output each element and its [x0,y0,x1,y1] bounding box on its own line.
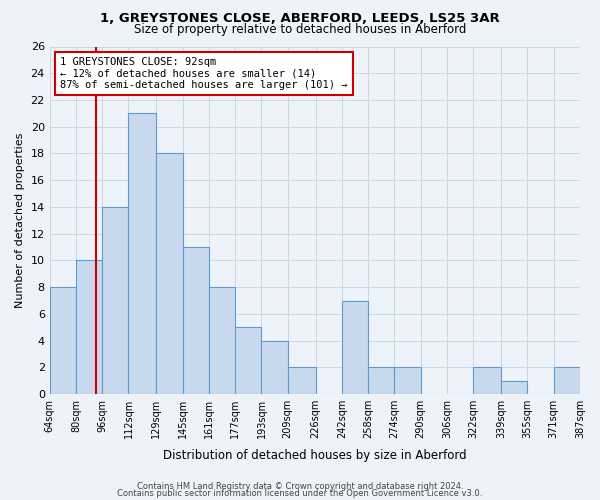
Bar [368,368,394,394]
Bar [50,287,76,394]
Bar [288,368,316,394]
Text: 1 GREYSTONES CLOSE: 92sqm
← 12% of detached houses are smaller (14)
87% of semi-: 1 GREYSTONES CLOSE: 92sqm ← 12% of detac… [60,57,348,90]
Bar [76,260,102,394]
Bar [157,154,182,394]
Bar [262,340,288,394]
Bar [209,287,235,394]
Y-axis label: Number of detached properties: Number of detached properties [15,132,25,308]
Bar [235,328,262,394]
Text: 1, GREYSTONES CLOSE, ABERFORD, LEEDS, LS25 3AR: 1, GREYSTONES CLOSE, ABERFORD, LEEDS, LS… [100,12,500,26]
Text: Contains public sector information licensed under the Open Government Licence v3: Contains public sector information licen… [118,489,482,498]
Text: Size of property relative to detached houses in Aberford: Size of property relative to detached ho… [134,22,466,36]
X-axis label: Distribution of detached houses by size in Aberford: Distribution of detached houses by size … [163,450,467,462]
Bar [128,114,157,394]
Bar [394,368,421,394]
Bar [554,368,580,394]
Bar [473,368,501,394]
Bar [182,247,209,394]
Bar [102,207,128,394]
Text: Contains HM Land Registry data © Crown copyright and database right 2024.: Contains HM Land Registry data © Crown c… [137,482,463,491]
Bar [342,300,368,394]
Bar [501,381,527,394]
